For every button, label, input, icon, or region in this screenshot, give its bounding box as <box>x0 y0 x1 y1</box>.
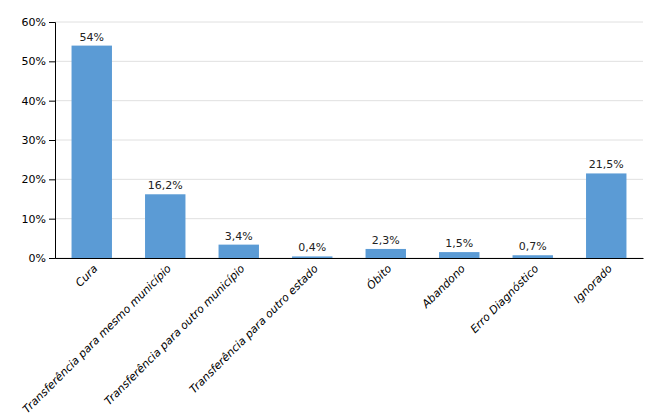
bars <box>72 46 627 258</box>
x-tick: Abandono <box>419 262 468 311</box>
tick-mark <box>49 101 55 102</box>
tick-label: Cura <box>73 262 101 290</box>
data-label: 0,7% <box>519 240 547 253</box>
y-tick: 40% <box>22 95 55 108</box>
grid-line <box>55 258 643 259</box>
tick-label: 60% <box>22 16 46 29</box>
x-tick: Óbito <box>364 262 394 292</box>
tick-label: 20% <box>22 173 46 186</box>
bar <box>219 245 259 258</box>
grid <box>55 22 643 258</box>
bar <box>439 252 479 258</box>
axis-line <box>56 258 644 259</box>
plot-area: 0%10%20%30%40%50%60%CuraTransferência pa… <box>20 16 643 416</box>
grid-line <box>55 100 643 101</box>
tick-label: Erro Diagnóstico <box>468 262 542 336</box>
y-axis: 0% 10% 20% 30% 40% 50% 60% <box>22 16 56 265</box>
tick-label: Ignorado <box>571 262 615 306</box>
tick-mark <box>49 22 55 23</box>
data-label: 0,4% <box>298 241 326 254</box>
data-label: 2,3% <box>372 234 400 247</box>
chart-container: 0%10%20%30%40%50%60%CuraTransferência pa… <box>0 0 663 418</box>
tick-mark <box>49 219 55 220</box>
data-label: 21,5% <box>589 158 624 171</box>
tick-mark <box>49 258 55 259</box>
tick-label: 50% <box>22 55 46 68</box>
x-tick: Cura <box>73 262 101 290</box>
y-tick: 30% <box>22 134 55 147</box>
tick-label: 30% <box>22 134 46 147</box>
y-tick: 0% <box>29 252 55 265</box>
data-labels: 54% 16,2% 3,4% 0,4% 2,3% 1,5% 0,7% 21,5% <box>80 31 624 255</box>
grid-line <box>55 61 643 62</box>
tick-label: 40% <box>22 95 46 108</box>
tick-label: Abandono <box>419 262 468 311</box>
tick-mark <box>49 140 55 141</box>
x-axis: CuraTransferência para mesmo municípioTr… <box>20 259 643 416</box>
tick-label: 10% <box>22 213 46 226</box>
tick-label: 0% <box>29 252 46 265</box>
tick-mark <box>49 61 55 62</box>
tick-mark <box>49 179 55 180</box>
grid-line <box>55 218 643 219</box>
bar <box>72 46 112 258</box>
tick-label: Óbito <box>364 262 394 292</box>
x-tick: Transferência para mesmo município <box>20 262 174 416</box>
bar <box>586 173 626 258</box>
grid-line <box>55 140 643 141</box>
tick-label: Transferência para outro município <box>102 262 248 408</box>
y-tick: 50% <box>22 55 55 68</box>
tick-label: Transferência para mesmo município <box>20 262 174 416</box>
x-tick: Transferência para outro estado <box>187 262 321 396</box>
grid-line <box>55 179 643 180</box>
bar <box>513 255 553 258</box>
x-tick: Ignorado <box>571 262 615 306</box>
grid-line <box>55 22 643 23</box>
data-label: 16,2% <box>148 179 183 192</box>
y-tick: 10% <box>22 213 55 226</box>
chart-svg: 0%10%20%30%40%50%60%CuraTransferência pa… <box>0 0 663 418</box>
y-tick: 60% <box>22 16 55 29</box>
x-tick: Erro Diagnóstico <box>468 262 542 336</box>
bar <box>292 256 332 258</box>
axis-line <box>49 23 56 259</box>
bar <box>145 194 185 258</box>
bar <box>366 249 406 258</box>
data-label: 1,5% <box>445 237 473 250</box>
data-label: 3,4% <box>225 230 253 243</box>
tick-label: Transferência para outro estado <box>187 262 321 396</box>
x-tick: Transferência para outro município <box>102 262 248 408</box>
data-label: 54% <box>80 31 104 44</box>
y-tick: 20% <box>22 173 55 186</box>
